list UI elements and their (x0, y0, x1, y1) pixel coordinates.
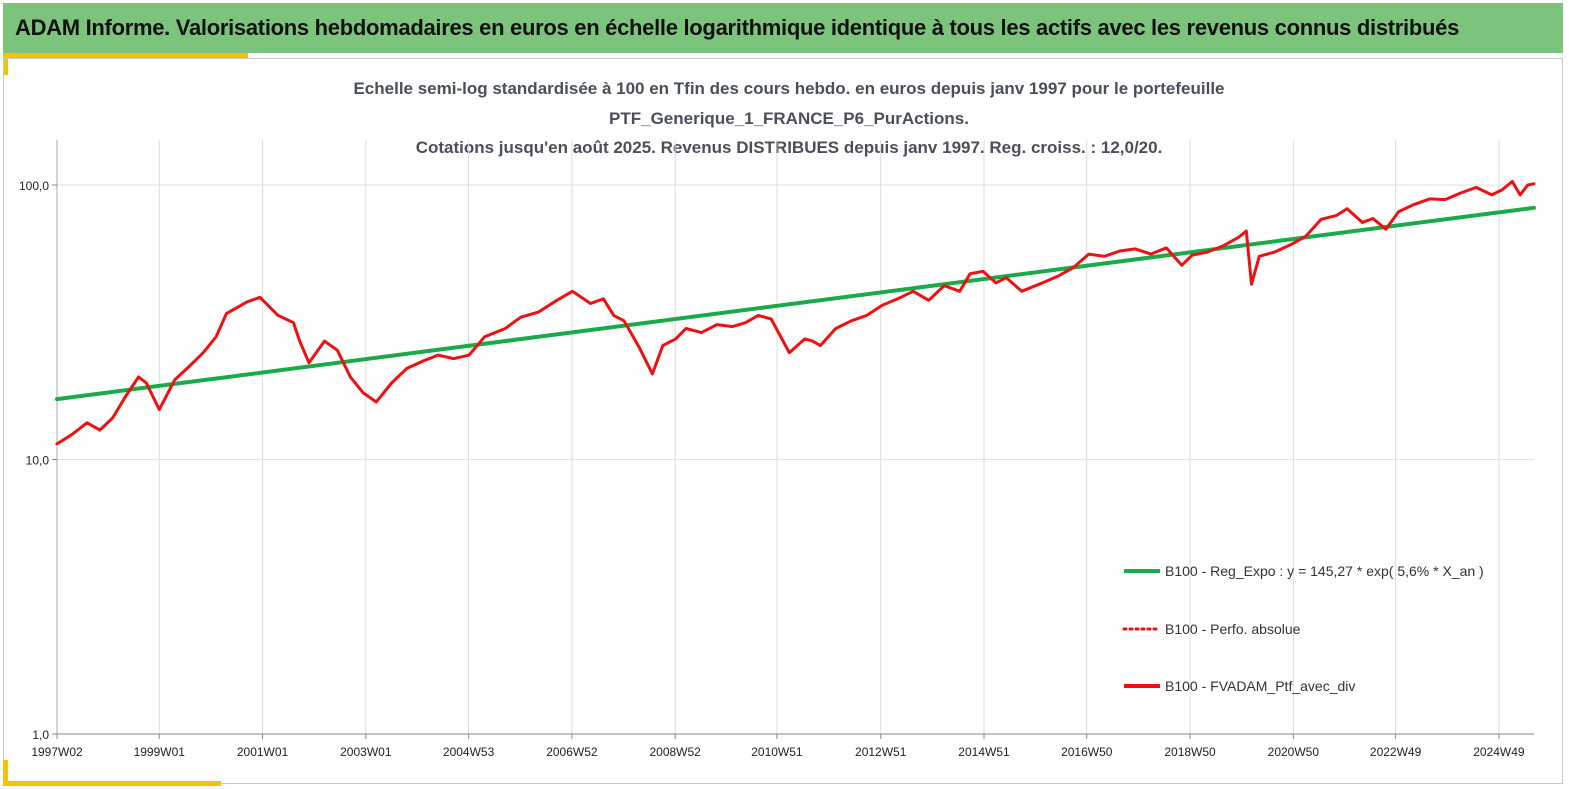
header-banner: ADAM Informe. Valorisations hebdomadaire… (3, 3, 1563, 53)
x-tick-label: 2003W01 (340, 745, 392, 759)
x-tick-label: 2004W53 (443, 745, 495, 759)
portfolio-line (55, 180, 1536, 446)
legend-label: B100 - Perfo. absolue (1165, 621, 1301, 637)
x-tick-label: 1997W02 (31, 745, 83, 759)
axes (52, 140, 1534, 739)
x-tick-label: 2010W51 (751, 745, 803, 759)
chart-title-line-3: Cotations jusqu'en août 2025. Revenus DI… (416, 138, 1163, 157)
x-tick-label: 2006W52 (546, 745, 598, 759)
x-tick-label: 2016W50 (1061, 745, 1113, 759)
regression-line (55, 205, 1536, 402)
x-tick-label: 2022W49 (1370, 745, 1422, 759)
legend-label: B100 - Reg_Expo : y = 145,27 * exp( 5,6%… (1165, 563, 1484, 579)
x-tick-label: 2024W49 (1473, 745, 1525, 759)
x-tick-label: 2020W50 (1268, 745, 1320, 759)
accent-bar-top (3, 53, 248, 58)
accent-bar-left-top (3, 53, 8, 75)
chart-frame (3, 58, 1563, 784)
legend-label: B100 - FVADAM_Ptf_avec_div (1165, 678, 1355, 694)
accent-bar-bottom (3, 781, 221, 786)
chart-title-line-1: Echelle semi-log standardisée à 100 en T… (353, 79, 1224, 98)
chart-title-line-2: PTF_Generique_1_FRANCE_P6_PurActions. (609, 109, 969, 128)
legend: B100 - Reg_Expo : y = 145,27 * exp( 5,6%… (1122, 563, 1484, 694)
y-tick-label: 1,0 (32, 728, 49, 742)
x-tick-label: 1999W01 (134, 745, 186, 759)
x-tick-label: 2008W52 (649, 745, 701, 759)
gridlines (57, 140, 1534, 734)
page-title: ADAM Informe. Valorisations hebdomadaire… (15, 15, 1460, 40)
y-tick-label: 100,0 (19, 179, 49, 193)
x-tick-label: 2001W01 (237, 745, 289, 759)
accent-bar-left-bottom (3, 760, 8, 786)
y-tick-label: 10,0 (26, 454, 50, 468)
tick-labels: 1997W02 1999W01 2001W01 2003W01 2004W53 2006W… (19, 179, 1525, 759)
x-tick-label: 2018W50 (1164, 745, 1216, 759)
x-tick-label: 2014W51 (958, 745, 1010, 759)
series-group (55, 180, 1536, 446)
x-tick-label: 2012W51 (855, 745, 907, 759)
